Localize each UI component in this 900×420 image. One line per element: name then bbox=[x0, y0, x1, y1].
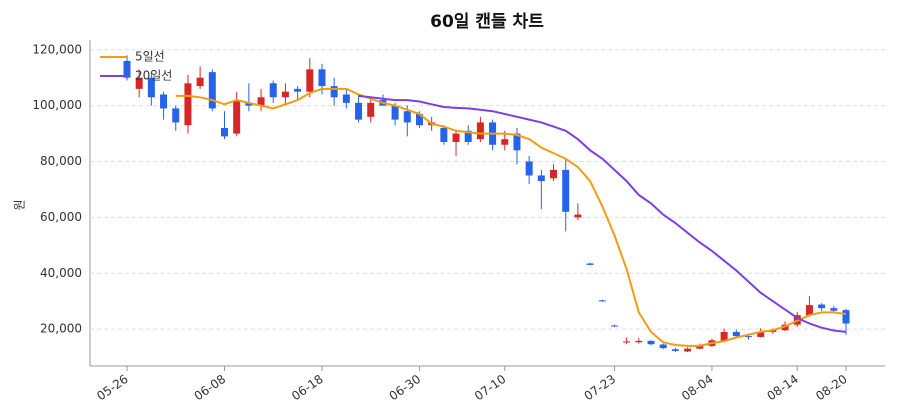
candle-body bbox=[757, 331, 765, 337]
candle-body bbox=[135, 77, 143, 89]
candle-body bbox=[440, 127, 448, 142]
candle-body bbox=[635, 340, 643, 343]
x-tick-label: 08-20 bbox=[813, 372, 850, 403]
y-tick-label: 40,000 bbox=[40, 266, 82, 280]
candle-body bbox=[842, 310, 850, 324]
candle-body bbox=[355, 102, 363, 120]
x-tick-label: 05-26 bbox=[94, 372, 131, 403]
candle-body bbox=[452, 133, 460, 142]
x-tick-label: 07-23 bbox=[582, 372, 619, 403]
candle-body bbox=[391, 105, 399, 120]
x-tick-label: 06-08 bbox=[192, 372, 229, 403]
candle-body bbox=[281, 91, 289, 98]
x-tick-label: 06-30 bbox=[387, 372, 424, 403]
candle-body bbox=[476, 122, 484, 140]
candle-body bbox=[294, 88, 302, 92]
legend-label: 5일선 bbox=[135, 50, 165, 64]
candle-body bbox=[598, 300, 606, 302]
candle-body bbox=[367, 102, 375, 117]
y-tick-label: 80,000 bbox=[40, 154, 82, 168]
candle-body bbox=[172, 108, 180, 123]
candle-body bbox=[537, 175, 545, 182]
candle-body bbox=[330, 86, 338, 98]
x-tick-label: 07-10 bbox=[472, 372, 509, 403]
candle-body bbox=[781, 324, 789, 331]
x-tick-label: 08-04 bbox=[679, 372, 716, 403]
candle-body bbox=[403, 111, 411, 123]
ma-line bbox=[175, 87, 847, 347]
candle-body bbox=[805, 305, 813, 316]
candle-body bbox=[562, 169, 570, 212]
candle-body bbox=[501, 139, 509, 145]
candle-body bbox=[415, 114, 423, 126]
candle-body bbox=[123, 60, 131, 78]
candle-body bbox=[306, 69, 314, 92]
candle-body bbox=[269, 83, 277, 98]
candle-body bbox=[720, 331, 728, 341]
candle-body bbox=[623, 341, 631, 343]
candle-body bbox=[245, 102, 253, 106]
x-tick-label: 08-14 bbox=[764, 372, 801, 403]
y-tick-label: 100,000 bbox=[32, 98, 82, 112]
candle-body bbox=[220, 127, 228, 137]
y-tick-label: 120,000 bbox=[32, 42, 82, 56]
candle-body bbox=[318, 69, 326, 87]
candle-body bbox=[160, 94, 168, 109]
candle-body bbox=[147, 77, 155, 98]
ma-line bbox=[358, 94, 847, 333]
candle-body bbox=[647, 340, 655, 345]
candle-body bbox=[745, 336, 753, 338]
candle-body bbox=[671, 349, 679, 351]
candle-body bbox=[574, 214, 582, 218]
chart-title: 60일 캔들 차트 bbox=[430, 12, 544, 32]
candle-body bbox=[818, 304, 826, 309]
candle-body bbox=[610, 325, 618, 327]
candle-body bbox=[732, 331, 740, 337]
candle-body bbox=[233, 100, 241, 134]
legend-label: 20일선 bbox=[135, 69, 172, 83]
candle-body bbox=[208, 72, 216, 109]
candle-body bbox=[525, 161, 533, 176]
y-axis-label: 원 bbox=[13, 199, 27, 210]
y-tick-label: 20,000 bbox=[40, 322, 82, 336]
candle-body bbox=[586, 263, 594, 265]
candle-body bbox=[513, 133, 521, 151]
candle-body bbox=[464, 130, 472, 142]
candle-body bbox=[684, 348, 692, 352]
candle-body bbox=[659, 344, 667, 349]
candle-body bbox=[550, 169, 558, 179]
candle-body bbox=[184, 83, 192, 126]
candle-body bbox=[830, 308, 838, 311]
candle-body bbox=[257, 97, 265, 106]
y-tick-label: 60,000 bbox=[40, 210, 82, 224]
candle-body bbox=[342, 94, 350, 103]
candle-body bbox=[696, 345, 704, 349]
x-tick-label: 06-18 bbox=[289, 372, 326, 403]
candle-body bbox=[196, 77, 204, 87]
